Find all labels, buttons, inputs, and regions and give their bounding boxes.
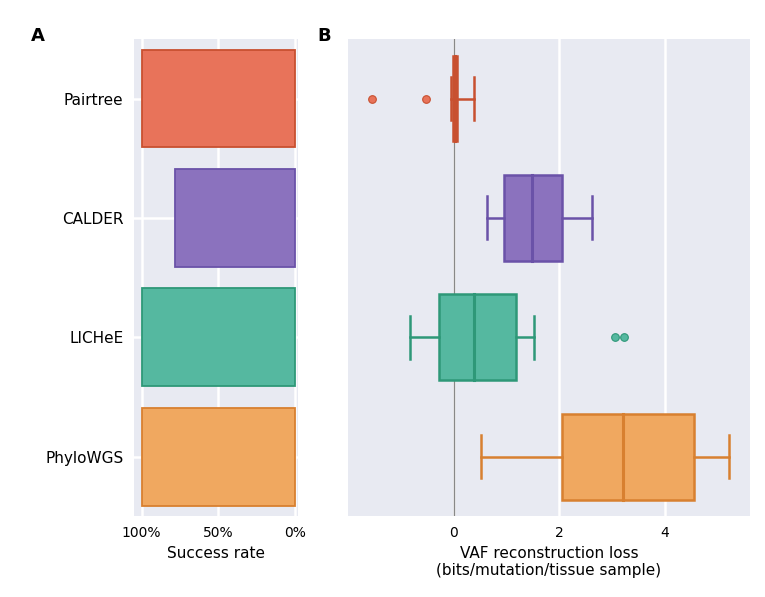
Bar bbox=[174, 169, 295, 267]
FancyBboxPatch shape bbox=[453, 56, 457, 141]
X-axis label: Success rate: Success rate bbox=[167, 546, 265, 561]
FancyBboxPatch shape bbox=[439, 294, 516, 380]
Bar bbox=[142, 408, 295, 506]
Bar bbox=[142, 288, 295, 386]
Text: B: B bbox=[317, 27, 331, 45]
X-axis label: VAF reconstruction loss
(bits/mutation/tissue sample): VAF reconstruction loss (bits/mutation/t… bbox=[436, 546, 662, 578]
Text: A: A bbox=[31, 27, 44, 45]
FancyBboxPatch shape bbox=[504, 175, 562, 261]
Bar bbox=[142, 50, 295, 147]
FancyBboxPatch shape bbox=[562, 414, 694, 500]
